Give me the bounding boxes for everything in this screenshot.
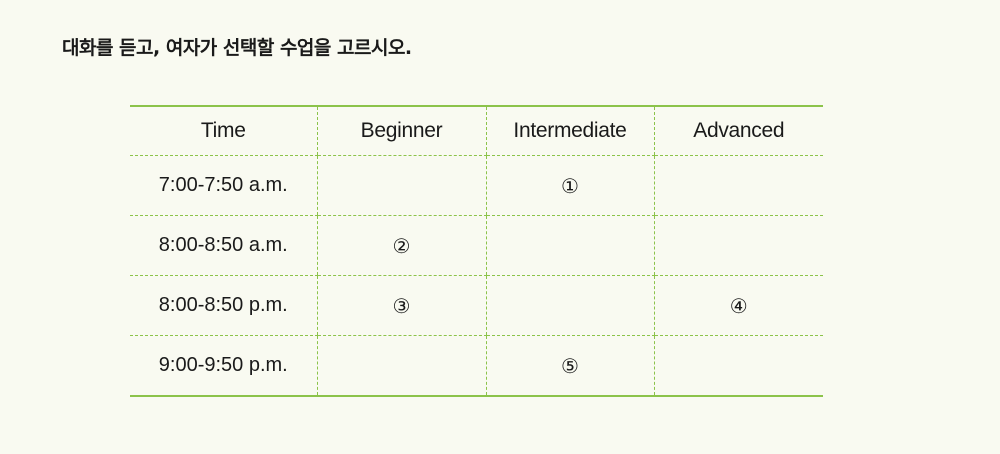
advanced-cell: ④ <box>653 275 823 336</box>
header-time: Time <box>130 105 317 156</box>
time-cell: 7:00-7:50 a.m. <box>130 155 317 216</box>
intermediate-cell <box>485 215 654 276</box>
beginner-cell: ② <box>316 215 486 276</box>
time-cell: 8:00-8:50 p.m. <box>130 275 317 336</box>
beginner-cell <box>316 335 486 397</box>
advanced-cell <box>653 155 823 216</box>
header-advanced: Advanced <box>653 105 823 156</box>
advanced-cell <box>653 335 823 397</box>
header-intermediate: Intermediate <box>485 105 654 156</box>
class-schedule-table: Time Beginner Intermediate Advanced 7:00… <box>130 105 823 397</box>
table-header-row: Time Beginner Intermediate Advanced <box>130 105 823 156</box>
time-cell: 8:00-8:50 a.m. <box>130 215 317 276</box>
time-cell: 9:00-9:50 p.m. <box>130 335 317 397</box>
table-row: 8:00-8:50 a.m. ② <box>130 215 823 276</box>
table-row: 8:00-8:50 p.m. ③ ④ <box>130 275 823 336</box>
intermediate-cell <box>485 275 654 336</box>
advanced-cell <box>653 215 823 276</box>
beginner-cell: ③ <box>316 275 486 336</box>
intermediate-cell: ① <box>485 155 654 216</box>
header-beginner: Beginner <box>316 105 486 156</box>
table-row: 9:00-9:50 p.m. ⑤ <box>130 335 823 397</box>
beginner-cell <box>316 155 486 216</box>
table-row: 7:00-7:50 a.m. ① <box>130 155 823 216</box>
question-text: 대화를 듣고, 여자가 선택할 수업을 고르시오. <box>62 37 412 59</box>
intermediate-cell: ⑤ <box>485 335 654 397</box>
